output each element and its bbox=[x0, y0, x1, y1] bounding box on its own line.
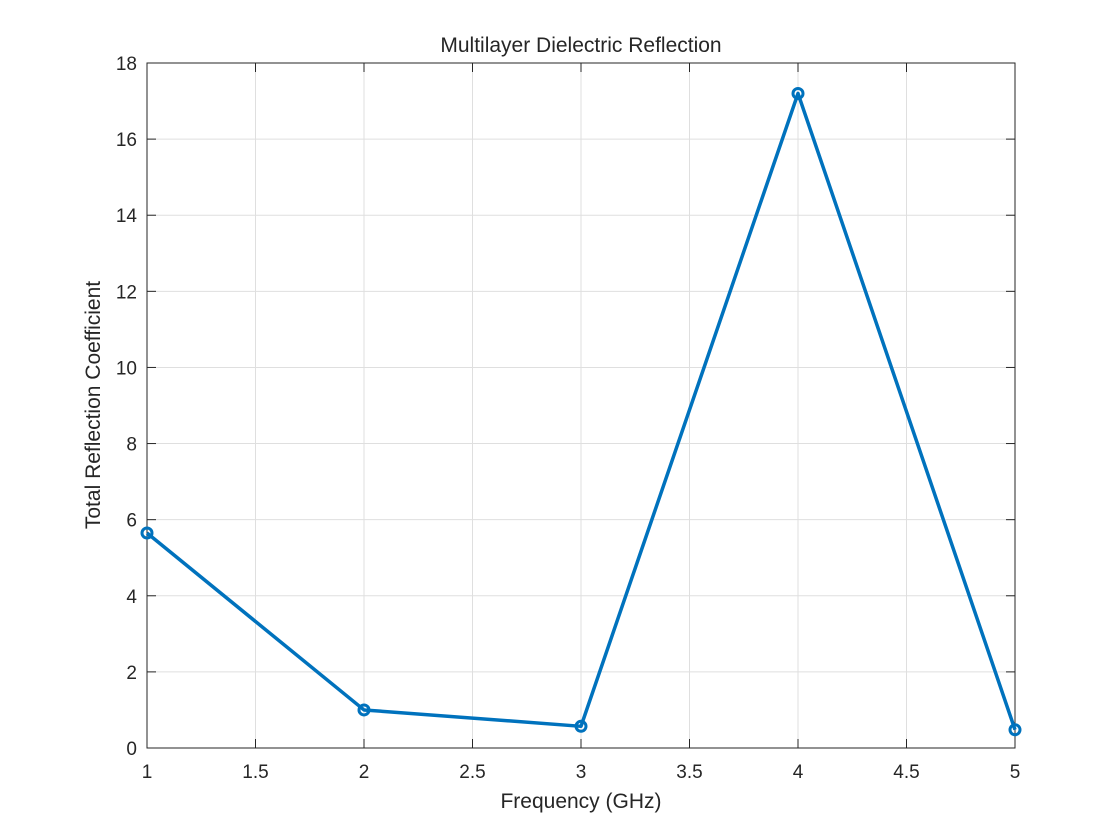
y-tick-label: 12 bbox=[116, 282, 137, 303]
y-tick-label: 4 bbox=[126, 587, 137, 608]
label-layer: 1 1.5 2 2.5 3 3.5 4 4.5 5 0 2 4 6 8 10 12 14 16 18 bbox=[116, 54, 1020, 783]
data-point-marker bbox=[791, 86, 805, 100]
data-point-marker bbox=[140, 526, 154, 540]
series-line bbox=[145, 91, 1017, 731]
y-axis-label: Total Reflection Coefficient bbox=[82, 281, 105, 529]
x-tick-label: 3.5 bbox=[676, 762, 702, 783]
series-layer bbox=[140, 86, 1022, 737]
data-point-marker bbox=[357, 703, 371, 717]
x-tick-label: 4.5 bbox=[893, 762, 919, 783]
x-tick-label: 3 bbox=[576, 762, 587, 783]
y-tick-label: 14 bbox=[116, 206, 138, 227]
x-tick-label: 2.5 bbox=[459, 762, 485, 783]
data-point-marker bbox=[1008, 723, 1022, 737]
y-tick-label: 2 bbox=[126, 663, 137, 684]
y-tick-label: 6 bbox=[126, 511, 137, 532]
y-tick-label: 8 bbox=[126, 435, 137, 456]
chart-title: Multilayer Dielectric Reflection bbox=[440, 34, 721, 57]
y-tick-label: 16 bbox=[116, 130, 137, 151]
x-tick-label: 2 bbox=[359, 762, 370, 783]
x-tick-label: 1.5 bbox=[242, 762, 268, 783]
x-tick-label: 5 bbox=[1010, 762, 1021, 783]
x-axis-label: Frequency (GHz) bbox=[500, 790, 661, 813]
y-tick-label: 18 bbox=[116, 54, 137, 75]
x-tick-label: 4 bbox=[793, 762, 804, 783]
y-tick-label: 10 bbox=[116, 358, 137, 379]
x-tick-label: 1 bbox=[142, 762, 153, 783]
grid-layer bbox=[147, 63, 1015, 748]
data-point-marker bbox=[574, 719, 588, 733]
y-tick-label: 0 bbox=[126, 739, 137, 760]
plot-frame bbox=[146, 62, 1016, 749]
